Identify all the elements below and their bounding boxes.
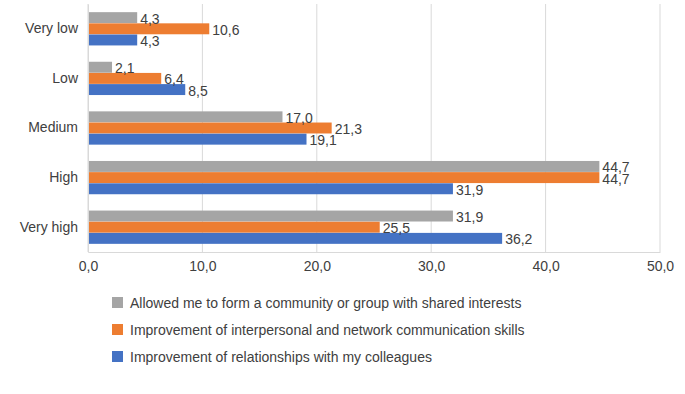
legend: Allowed me to form a community or group …	[112, 295, 525, 365]
x-tick: 0,0	[79, 252, 99, 274]
x-tick-label: 50,0	[647, 258, 674, 274]
grid	[88, 4, 660, 252]
data-label: 21,3	[335, 121, 362, 137]
legend-swatch	[112, 297, 123, 308]
legend-swatch	[112, 351, 123, 362]
y-tick-label: High	[49, 169, 78, 185]
y-tick-label: Very low	[25, 20, 79, 36]
data-label: 10,6	[212, 22, 239, 38]
legend-label: Improvement of relationships with my col…	[130, 349, 432, 365]
data-label: 44,7	[602, 171, 629, 187]
data-label: 31,9	[456, 209, 483, 225]
data-label: 2,1	[115, 60, 135, 76]
grid-line	[88, 4, 89, 252]
data-label: 4,3	[140, 33, 160, 49]
data-label: 4,3	[140, 11, 160, 27]
grid-line	[660, 4, 661, 252]
data-label: 6,4	[164, 71, 184, 87]
legend-label: Improvement of interpersonal and network…	[130, 322, 525, 338]
bar	[88, 12, 137, 23]
bar	[88, 172, 599, 183]
y-tick: High	[49, 169, 88, 185]
data-labels: 4,32,117,044,731,910,66,421,344,725,54,3…	[115, 11, 630, 248]
y-tick: Very high	[20, 219, 88, 235]
x-tick-label: 20,0	[304, 258, 331, 274]
x-tick: 20,0	[304, 252, 331, 274]
x-tick-label: 10,0	[189, 258, 216, 274]
y-tick: Very low	[25, 20, 88, 36]
y-tick-label: Low	[52, 70, 79, 86]
bar	[88, 134, 307, 145]
bar	[88, 34, 137, 45]
y-tick: Medium	[28, 119, 88, 135]
legend-label: Allowed me to form a community or group …	[130, 295, 521, 311]
y-tick: Low	[52, 70, 88, 86]
x-axis: 0,0 10,0 20,0 30,0 40,0 50,0	[79, 252, 675, 274]
bar	[88, 62, 112, 73]
y-tick-label: Very high	[20, 219, 78, 235]
x-tick-label: 0,0	[79, 258, 99, 274]
data-label: 8,5	[188, 83, 208, 99]
bar	[88, 233, 502, 244]
data-label: 25,5	[383, 220, 410, 236]
y-axis-line	[88, 5, 89, 253]
x-tick: 10,0	[189, 252, 216, 274]
y-tick-label: Medium	[28, 119, 78, 135]
data-label: 19,1	[310, 132, 337, 148]
legend-swatch	[112, 324, 123, 335]
bar	[88, 161, 599, 172]
grid-line	[545, 4, 546, 252]
x-axis-line	[89, 252, 661, 253]
y-axis: Very low Low Medium High Very high	[20, 5, 89, 253]
data-label: 17,0	[285, 110, 312, 126]
x-tick: 40,0	[532, 252, 559, 274]
bar	[88, 111, 282, 122]
data-label: 31,9	[456, 182, 483, 198]
x-tick: 30,0	[418, 252, 445, 274]
bar	[88, 222, 380, 233]
bar	[88, 183, 453, 194]
data-label: 36,2	[505, 231, 532, 247]
bars	[88, 12, 599, 244]
x-tick-label: 30,0	[418, 258, 445, 274]
x-tick-label: 40,0	[532, 258, 559, 274]
chart: 4,32,117,044,731,910,66,421,344,725,54,3…	[0, 0, 685, 394]
x-tick: 50,0	[647, 252, 674, 274]
